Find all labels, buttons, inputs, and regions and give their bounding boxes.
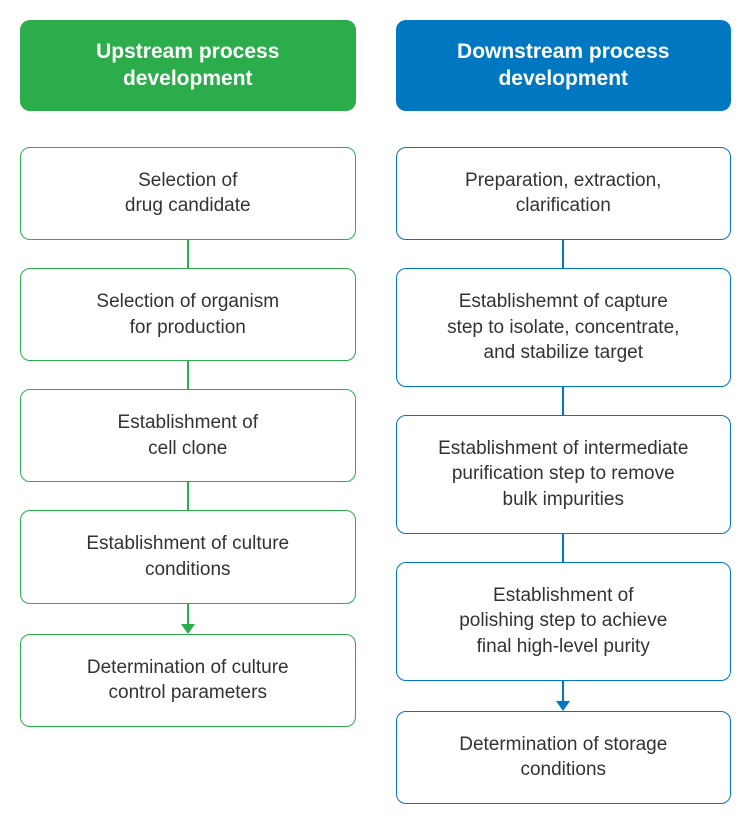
arrow-line-downstream bbox=[562, 681, 564, 701]
connector-upstream-2 bbox=[187, 482, 189, 510]
header-downstream: Downstream process development bbox=[396, 20, 732, 111]
connector-downstream-1 bbox=[562, 387, 564, 415]
arrow-downstream bbox=[556, 681, 570, 711]
connector-upstream-1 bbox=[187, 361, 189, 389]
connector-downstream-0 bbox=[562, 240, 564, 268]
step-upstream-4: Determination of culturecontrol paramete… bbox=[20, 634, 356, 727]
arrow-head-icon bbox=[181, 624, 195, 634]
step-downstream-4: Determination of storageconditions bbox=[396, 711, 732, 804]
connector-downstream-2 bbox=[562, 534, 564, 562]
flowchart-container: Upstream process development Selection o… bbox=[20, 20, 731, 804]
arrow-upstream bbox=[181, 604, 195, 634]
arrow-head-icon bbox=[556, 701, 570, 711]
step-upstream-1: Selection of organismfor production bbox=[20, 268, 356, 361]
step-downstream-0: Preparation, extraction,clarification bbox=[396, 147, 732, 240]
column-downstream: Downstream process development Preparati… bbox=[396, 20, 732, 804]
arrow-line-upstream bbox=[187, 604, 189, 624]
column-upstream: Upstream process development Selection o… bbox=[20, 20, 356, 804]
step-upstream-2: Establishment ofcell clone bbox=[20, 389, 356, 482]
step-downstream-1: Establishemnt of capturestep to isolate,… bbox=[396, 268, 732, 387]
header-upstream: Upstream process development bbox=[20, 20, 356, 111]
connector-upstream-0 bbox=[187, 240, 189, 268]
step-upstream-0: Selection ofdrug candidate bbox=[20, 147, 356, 240]
step-downstream-2: Establishment of intermediatepurificatio… bbox=[396, 415, 732, 534]
step-downstream-3: Establishment ofpolishing step to achiev… bbox=[396, 562, 732, 681]
step-upstream-3: Establishment of cultureconditions bbox=[20, 510, 356, 603]
